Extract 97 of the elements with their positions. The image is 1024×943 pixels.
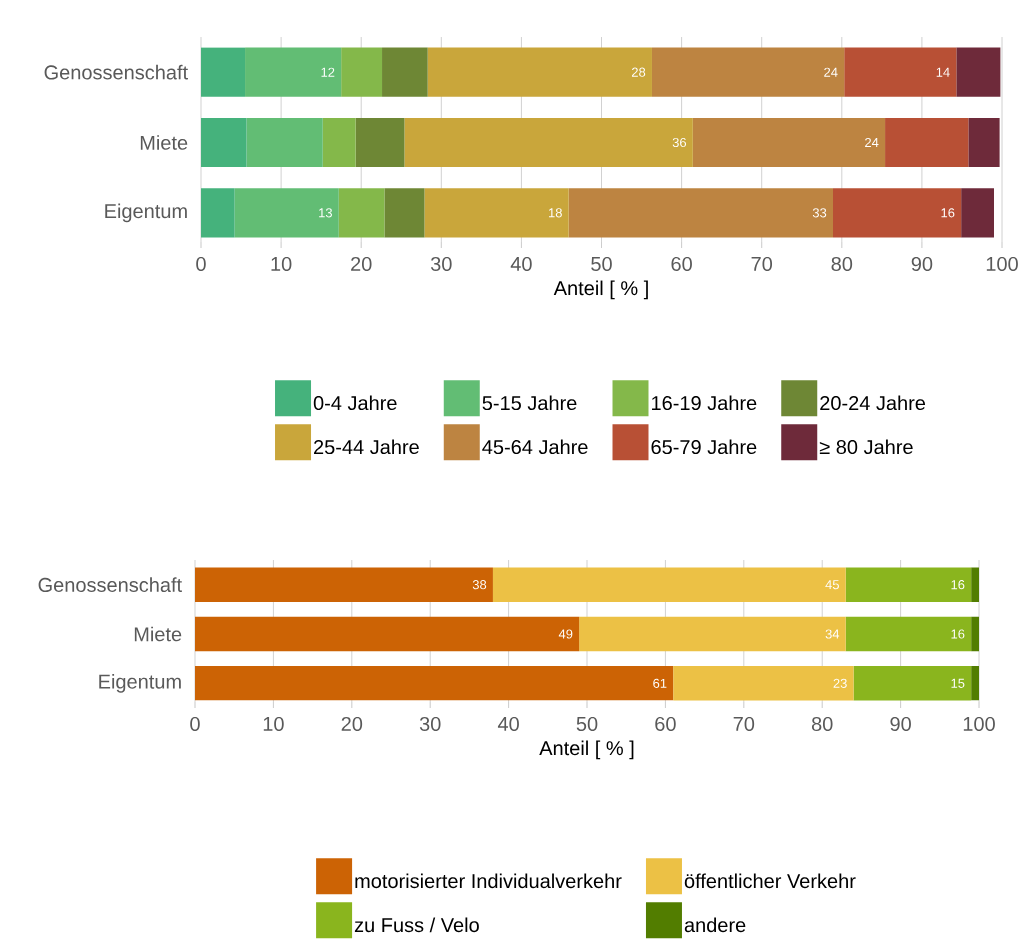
data-label: 15 bbox=[951, 678, 965, 688]
bar bbox=[961, 188, 994, 238]
bar bbox=[492, 567, 846, 602]
bar bbox=[195, 666, 674, 701]
bar bbox=[424, 188, 569, 238]
x-tick-label: 100 bbox=[986, 256, 1018, 272]
data-label: 61 bbox=[653, 678, 667, 688]
bar bbox=[195, 567, 493, 602]
x-tick-label: 20 bbox=[351, 256, 372, 272]
x-tick-label: 70 bbox=[733, 716, 755, 732]
legend-label: ≥ 80 Jahre bbox=[819, 439, 913, 455]
x-tick-label: 30 bbox=[430, 256, 452, 272]
x-tick-label: 10 bbox=[263, 716, 284, 732]
data-label: 38 bbox=[472, 580, 487, 590]
x-tick-label: 60 bbox=[655, 716, 676, 732]
bar bbox=[341, 47, 383, 97]
x-tick-label: 100 bbox=[963, 716, 995, 732]
x-tick-label: 60 bbox=[671, 256, 692, 272]
legend-label: 16-19 Jahre bbox=[652, 395, 757, 411]
x-tick-label: 50 bbox=[591, 256, 612, 272]
bar bbox=[845, 567, 972, 602]
bar bbox=[355, 117, 405, 168]
legend-label: 0-4 Jahre bbox=[313, 395, 397, 411]
data-label: 16 bbox=[951, 580, 965, 590]
x-tick-label: 50 bbox=[576, 716, 598, 732]
x-tick-label: 10 bbox=[271, 256, 292, 272]
bar bbox=[885, 117, 969, 168]
x-tick-label: 0 bbox=[196, 256, 206, 272]
bar bbox=[651, 47, 845, 97]
bar bbox=[971, 616, 980, 652]
x-axis-title: Anteil [ % ] bbox=[539, 740, 634, 760]
x-tick-label: 70 bbox=[751, 256, 773, 272]
x-tick-label: 0 bbox=[190, 716, 200, 732]
data-label: 12 bbox=[321, 67, 335, 77]
x-tick-label: 20 bbox=[341, 716, 363, 732]
x-tick-label: 80 bbox=[831, 256, 853, 272]
x-tick-label: 30 bbox=[419, 716, 441, 732]
bar bbox=[338, 188, 385, 238]
x-tick-label: 90 bbox=[890, 716, 911, 732]
x-tick-label: 80 bbox=[811, 716, 833, 732]
data-label: 18 bbox=[549, 208, 562, 218]
bar bbox=[404, 117, 693, 168]
bar bbox=[845, 616, 972, 652]
legend-label: 20-24 Jahre bbox=[820, 395, 926, 411]
x-tick-label: 40 bbox=[510, 256, 532, 272]
bar bbox=[673, 666, 854, 701]
data-label: 36 bbox=[672, 137, 687, 148]
bar bbox=[579, 616, 846, 652]
x-axis-title: Anteil [ % ] bbox=[553, 280, 648, 300]
legend-label: zu Fuss / Velo bbox=[354, 917, 479, 933]
bar bbox=[844, 47, 957, 97]
bar bbox=[853, 666, 972, 701]
x-tick-label: 90 bbox=[911, 256, 933, 272]
bar bbox=[971, 567, 980, 602]
data-label: 16 bbox=[951, 629, 965, 639]
y-tick-label: Eigentum bbox=[99, 674, 181, 693]
bar bbox=[246, 117, 323, 168]
bar bbox=[427, 47, 652, 97]
bar bbox=[201, 188, 235, 238]
legend-label: 25-44 Jahre bbox=[314, 439, 419, 455]
legend-label: 5-15 Jahre bbox=[482, 395, 577, 411]
y-tick-label: Genossenschaft bbox=[44, 64, 188, 80]
data-label: 34 bbox=[825, 629, 840, 639]
y-tick-label: Miete bbox=[140, 135, 188, 150]
y-tick-label: Miete bbox=[134, 626, 182, 642]
bar bbox=[245, 47, 342, 97]
data-label: 49 bbox=[558, 629, 573, 639]
bar bbox=[568, 188, 833, 238]
bar bbox=[382, 47, 428, 97]
bar bbox=[384, 188, 425, 238]
legend-label: motorisierter Individualverkehr bbox=[355, 873, 622, 889]
y-tick-label: Genossenschaft bbox=[38, 577, 182, 593]
y-tick-label: Eigentum bbox=[105, 203, 187, 223]
data-label: 24 bbox=[865, 137, 879, 148]
bar bbox=[833, 188, 962, 238]
data-label: 33 bbox=[812, 208, 827, 218]
bar bbox=[201, 47, 246, 97]
legend-label: 65-79 Jahre bbox=[651, 439, 757, 455]
bar bbox=[692, 117, 886, 168]
data-label: 45 bbox=[825, 580, 839, 590]
legend-label: andere bbox=[684, 917, 746, 933]
bar bbox=[195, 616, 580, 652]
legend-label: öffentlicher Verkehr bbox=[684, 873, 856, 889]
data-label: 13 bbox=[319, 208, 333, 218]
legend-label: 45-64 Jahre bbox=[482, 439, 588, 455]
x-tick-label: 40 bbox=[497, 716, 519, 732]
data-label: 28 bbox=[631, 67, 646, 77]
bar bbox=[971, 666, 980, 701]
data-label: 16 bbox=[941, 208, 955, 218]
data-label: 24 bbox=[824, 67, 838, 77]
bar bbox=[956, 47, 1001, 97]
bar bbox=[968, 117, 1000, 168]
bar bbox=[201, 117, 247, 168]
data-label: 14 bbox=[936, 67, 950, 77]
bar bbox=[322, 117, 356, 168]
data-label: 23 bbox=[833, 678, 847, 688]
bar bbox=[234, 188, 339, 238]
